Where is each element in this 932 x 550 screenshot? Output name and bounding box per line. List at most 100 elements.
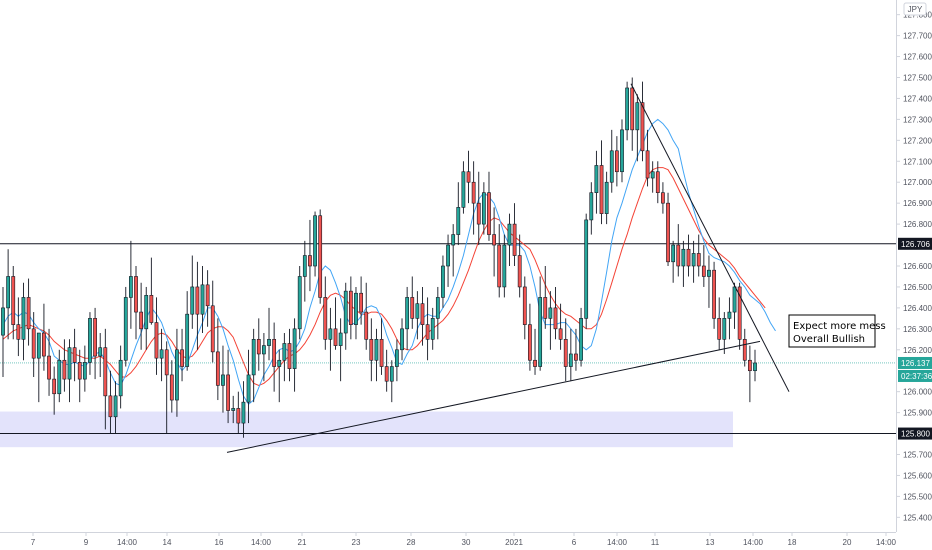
x-tick-label: 6 [572,538,577,547]
candle [609,129,614,193]
candle-body [62,359,67,380]
candle [149,257,154,325]
candle [226,349,230,424]
price-label: 02:37:36 [898,369,932,382]
slow-moving-average-line [2,167,766,386]
candle-body [492,234,496,246]
candle [471,161,476,235]
candle [338,318,343,382]
candle-body [456,207,461,235]
candle-body [671,244,676,263]
candle [134,266,138,340]
candle-body [640,102,645,152]
candle [614,136,619,187]
candle-body [666,202,670,263]
candle [364,282,369,350]
candle [737,282,742,350]
candle-body [200,284,205,315]
text-annotation[interactable]: Expect more mess Overall Bullish [788,314,886,348]
candle-body [451,234,456,246]
annotation-box [788,314,876,348]
candle [461,161,466,214]
candle [666,192,670,266]
candle [82,345,87,392]
candle-body [389,366,394,382]
candle-body [185,313,190,367]
candle [195,261,200,350]
candle [16,297,21,357]
candle-body [21,297,26,340]
candle-body [26,297,31,330]
candle [492,207,496,277]
candle-body [154,322,159,359]
candle [52,366,57,415]
x-tick-label: 11 [651,538,660,547]
candle [732,282,737,329]
candle [676,224,681,277]
candle-body [129,276,133,298]
candle [512,203,517,266]
candle-body [579,318,583,361]
candle-body [446,244,450,267]
candle-body [722,318,727,340]
price-axis[interactable]: 127.800127.700127.600127.500127.400127.3… [896,11,932,523]
candle-body [594,165,599,193]
candle [635,94,640,162]
candle-body [476,202,481,225]
price-label-bg [898,369,932,382]
candle [231,395,236,424]
candle [21,282,26,361]
candle [522,276,527,340]
candle-body [175,349,179,401]
price-label-bg [898,237,932,250]
candle-body [267,339,271,346]
falling-trendline[interactable] [630,83,790,392]
candle-body [318,215,323,298]
candle [308,219,312,292]
candle [287,328,292,382]
price-label-text: 125.800 [901,430,930,439]
x-tick-label: 9 [84,538,89,547]
candle-body [681,248,686,267]
candle [154,297,159,375]
candle [538,276,543,371]
candle-body [584,219,589,319]
candle [277,349,282,403]
time-axis[interactable]: 7 9 14:00 14 16 14:00 21 23 28 30 2021 6 14:00 11 13 14… [31,532,897,547]
candle-body [405,297,410,330]
price-label-bg [898,356,932,369]
candle [543,266,548,329]
candle-body [543,297,548,319]
y-tick-label: 127.400 [903,94,932,103]
candle [6,249,11,340]
candle [221,345,225,413]
candle [159,328,164,382]
candle [323,276,328,350]
trendlines[interactable] [226,83,790,453]
candle-body [517,255,522,288]
candle [415,291,420,340]
candle-body [88,318,92,363]
rising-trendline[interactable] [226,340,761,453]
candle [169,360,174,413]
candle [405,286,410,350]
x-tick-label: 14:00 [876,538,897,547]
candle-body [553,307,558,330]
candle [292,318,297,392]
candle [481,182,486,235]
candle-body [538,297,543,367]
candle [164,341,169,434]
candle-body [31,328,36,359]
candle-body [374,339,379,361]
y-tick-label: 125.500 [903,492,932,501]
moving-averages [2,118,776,405]
candle [359,276,363,325]
candle [451,224,456,277]
candle-body [226,374,230,411]
candle [185,291,190,371]
candle [400,318,404,361]
candle [389,360,394,403]
candle [354,286,358,340]
candle [262,333,266,382]
